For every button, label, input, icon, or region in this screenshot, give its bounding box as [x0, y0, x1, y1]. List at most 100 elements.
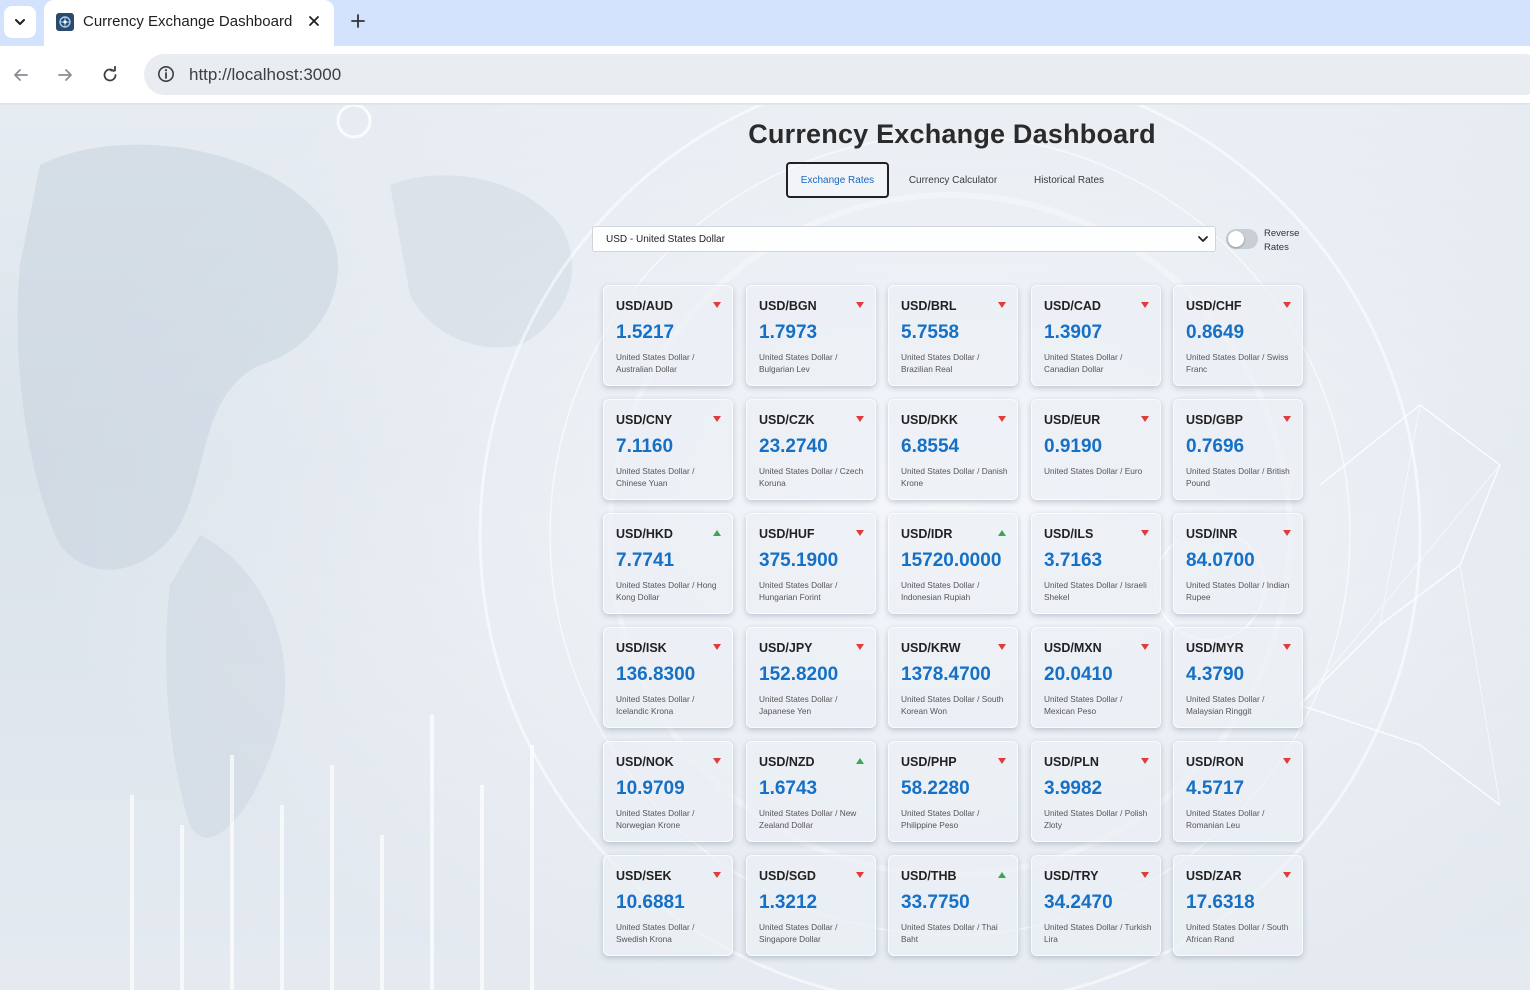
currency-pair: USD/CNY: [616, 413, 673, 427]
rate-card[interactable]: USD/THB 33.7750 United States Dollar / Tha…: [888, 855, 1018, 956]
rate-card[interactable]: USD/BRL 5.7558 United States Dollar / Braz…: [888, 285, 1018, 386]
currency-pair: USD/NOK: [616, 755, 674, 769]
rate-card[interactable]: USD/GBP 0.7696 United States Dollar / Brit…: [1173, 399, 1303, 500]
exchange-rate-value: 4.3790: [1186, 664, 1245, 685]
currency-pair-description: United States Dollar / Romanian Leu: [1186, 808, 1265, 830]
exchange-rate-value: 4.5717: [1186, 778, 1245, 799]
url-text[interactable]: http://localhost:3000: [189, 65, 342, 84]
rate-card[interactable]: USD/KRW 1378.4700 United States Dollar / S…: [888, 627, 1018, 728]
currency-pair: USD/SGD: [759, 869, 816, 883]
currency-pair-description: United States Dollar / Chinese Yuan: [616, 466, 695, 488]
rate-card[interactable]: USD/CAD 1.3907 United States Dollar / Cana…: [1031, 285, 1161, 386]
rate-card[interactable]: USD/PLN 3.9982 United States Dollar / Poli…: [1031, 741, 1161, 842]
currency-pair-description: United States Dollar / Bulgarian Lev: [759, 352, 838, 374]
currency-pair: USD/ILS: [1044, 527, 1094, 541]
currency-pair: USD/HUF: [759, 527, 815, 541]
trend-down-icon: [1283, 302, 1291, 308]
currency-pair-description: United States Dollar / Mexican Peso: [1044, 694, 1123, 716]
rate-card[interactable]: USD/AUD 1.5217 United States Dollar / Aust…: [603, 285, 733, 386]
tab-exchange-rates[interactable]: Exchange Rates: [786, 162, 889, 198]
rate-card[interactable]: USD/ISK 136.8300 United States Dollar / Ic…: [603, 627, 733, 728]
trend-down-icon: [856, 302, 864, 308]
currency-pair-description: United States Dollar / Japanese Yen: [759, 694, 838, 716]
exchange-rate-value: 33.7750: [901, 892, 970, 913]
close-icon: [309, 16, 319, 26]
address-bar[interactable]: http://localhost:3000: [144, 54, 1530, 95]
tab-historical-rates[interactable]: Historical Rates: [1033, 174, 1105, 186]
new-tab-button[interactable]: [344, 7, 372, 35]
rate-card[interactable]: USD/ILS 3.7163 United States Dollar / Isra…: [1031, 513, 1161, 614]
currency-pair: USD/BGN: [759, 299, 817, 313]
rate-card[interactable]: USD/CZK 23.2740 United States Dollar / Cze…: [746, 399, 876, 500]
rate-card[interactable]: USD/HUF 375.1900 United States Dollar / Hu…: [746, 513, 876, 614]
browser-tab[interactable]: Currency Exchange Dashboard: [44, 0, 334, 46]
exchange-rate-value: 1.7973: [759, 322, 818, 343]
plus-icon: [351, 14, 365, 28]
currency-pair-description: United States Dollar / Danish Krone: [901, 466, 1008, 488]
currency-pair: USD/THB: [901, 869, 957, 883]
currency-pair-description: United States Dollar / Czech Koruna: [759, 466, 864, 488]
rate-card[interactable]: USD/SEK 10.6881 United States Dollar / Swe…: [603, 855, 733, 956]
rate-card[interactable]: USD/INR 84.0700 United States Dollar / Ind…: [1173, 513, 1303, 614]
reload-icon: [103, 66, 117, 82]
exchange-rate-value: 20.0410: [1044, 664, 1113, 685]
currency-pair-description: United States Dollar / Polish Zloty: [1044, 808, 1148, 830]
reverse-rates-toggle[interactable]: [1226, 229, 1258, 249]
trend-up-icon: [998, 530, 1006, 536]
rates-grid: USD/AUD 1.5217 United States Dollar / Aust…: [603, 285, 1303, 957]
tab-close-button[interactable]: [304, 11, 324, 31]
forward-button[interactable]: [50, 60, 80, 90]
rate-card[interactable]: USD/IDR 15720.0000 United States Dollar / …: [888, 513, 1018, 614]
tab-list-button[interactable]: [4, 6, 36, 38]
rate-card[interactable]: USD/TRY 34.2470 United States Dollar / Tur…: [1031, 855, 1161, 956]
rate-card[interactable]: USD/CHF 0.8649 United States Dollar / Swis…: [1173, 285, 1303, 386]
trend-down-icon: [998, 302, 1006, 308]
rate-card[interactable]: USD/DKK 6.8554 United States Dollar / Dani…: [888, 399, 1018, 500]
currency-pair: USD/KRW: [901, 641, 961, 655]
rate-card[interactable]: USD/NOK 10.9709 United States Dollar / Nor…: [603, 741, 733, 842]
currency-pair-description: United States Dollar / Philippine Peso: [901, 808, 980, 830]
rate-card[interactable]: USD/EUR 0.9190 United States Dollar / Euro: [1031, 399, 1161, 500]
currency-pair: USD/HKD: [616, 527, 673, 541]
rate-card[interactable]: USD/RON 4.5717 United States Dollar / Roma…: [1173, 741, 1303, 842]
trend-down-icon: [1283, 644, 1291, 650]
rate-card[interactable]: USD/CNY 7.1160 United States Dollar / Chin…: [603, 399, 733, 500]
rate-card[interactable]: USD/MYR 4.3790 United States Dollar / Mala…: [1173, 627, 1303, 728]
trend-up-icon: [856, 758, 864, 764]
trend-down-icon: [713, 758, 721, 764]
exchange-rate-value: 58.2280: [901, 778, 970, 799]
exchange-rate-value: 7.1160: [616, 436, 674, 457]
rate-card[interactable]: USD/BGN 1.7973 United States Dollar / Bulg…: [746, 285, 876, 386]
rate-card[interactable]: USD/JPY 152.8200 United States Dollar / Ja…: [746, 627, 876, 728]
browser-toolbar: http://localhost:3000: [0, 46, 1530, 104]
currency-pair: USD/DKK: [901, 413, 958, 427]
currency-pair: USD/RON: [1186, 755, 1244, 769]
tab-currency-calculator[interactable]: Currency Calculator: [908, 174, 998, 186]
exchange-rate-value: 34.2470: [1044, 892, 1113, 913]
currency-pair: USD/TRY: [1044, 869, 1099, 883]
rate-card[interactable]: USD/PHP 58.2280 United States Dollar / Phi…: [888, 741, 1018, 842]
page-title: Currency Exchange Dashboard: [748, 119, 1156, 149]
currency-pair-description: United States Dollar / Indian Rupee: [1186, 580, 1290, 602]
reload-button[interactable]: [95, 60, 125, 90]
rate-card[interactable]: USD/NZD 1.6743 United States Dollar / New …: [746, 741, 876, 842]
trend-up-icon: [998, 872, 1006, 878]
exchange-rate-value: 6.8554: [901, 436, 960, 457]
rate-card[interactable]: USD/HKD 7.7741 United States Dollar / Hong…: [603, 513, 733, 614]
currency-pair: USD/CAD: [1044, 299, 1101, 313]
currency-pair: USD/NZD: [759, 755, 815, 769]
trend-down-icon: [1141, 872, 1149, 878]
rate-card[interactable]: USD/MXN 20.0410 United States Dollar / Mex…: [1031, 627, 1161, 728]
currency-pair-description: United States Dollar / Euro: [1044, 466, 1143, 476]
rate-card[interactable]: USD/ZAR 17.6318 United States Dollar / Sou…: [1173, 855, 1303, 956]
base-currency-select[interactable]: USD - United States Dollar: [592, 226, 1216, 252]
site-info-button[interactable]: [152, 60, 180, 88]
trend-down-icon: [1141, 302, 1149, 308]
back-button[interactable]: [6, 60, 36, 90]
forward-arrow-icon: [58, 69, 72, 81]
rate-card[interactable]: USD/SGD 1.3212 United States Dollar / Sing…: [746, 855, 876, 956]
base-currency-value: USD - United States Dollar: [606, 234, 725, 245]
trend-down-icon: [1141, 416, 1149, 422]
exchange-rate-value: 10.6881: [616, 892, 685, 913]
view-tabs: Exchange Rates Currency Calculator Histo…: [786, 162, 1126, 198]
